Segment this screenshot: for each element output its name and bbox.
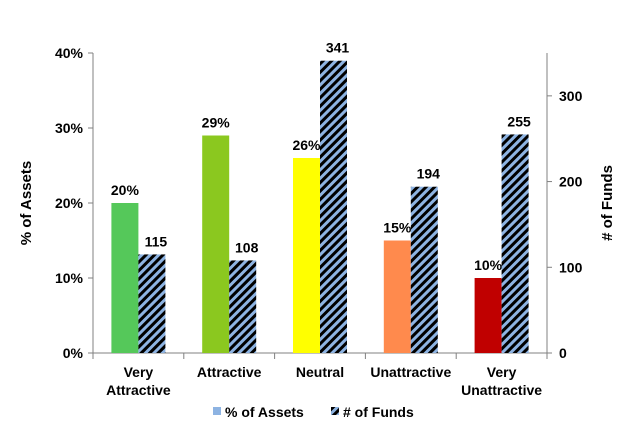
right-tick-label: 0 xyxy=(559,345,567,361)
left-tick-label: 40% xyxy=(55,45,84,61)
assets-value-label: 20% xyxy=(111,182,140,198)
right-axis-title: # of Funds xyxy=(599,165,616,241)
left-tick-label: 0% xyxy=(63,345,84,361)
assets-value-label: 10% xyxy=(474,257,503,273)
funds-value-label: 115 xyxy=(145,233,168,249)
assets-bar xyxy=(383,240,411,353)
category-label: Unattractive xyxy=(461,382,542,398)
right-tick-label: 200 xyxy=(559,174,583,190)
funds-bar xyxy=(501,134,529,353)
category-label: Attractive xyxy=(197,364,262,380)
assets-bar xyxy=(474,278,502,353)
assets-value-label: 26% xyxy=(292,137,321,153)
funds-bar xyxy=(320,60,347,353)
bars xyxy=(111,60,529,353)
category-label: Neutral xyxy=(296,364,344,380)
legend-swatch-funds xyxy=(331,407,339,415)
assets-bar xyxy=(293,158,320,353)
legend: % of Assets # of Funds xyxy=(213,404,414,420)
funds-value-label: 108 xyxy=(235,239,259,255)
left-tick-label: 10% xyxy=(55,270,84,286)
assets-value-label: 15% xyxy=(383,220,412,236)
funds-bar xyxy=(410,186,438,353)
right-tick-label: 300 xyxy=(559,88,583,104)
legend-label-assets: % of Assets xyxy=(225,404,304,420)
funds-value-label: 341 xyxy=(326,40,350,56)
legend-label-funds: # of Funds xyxy=(343,404,414,420)
funds-bar xyxy=(138,254,166,353)
funds-bar xyxy=(229,260,257,353)
category-label: Very xyxy=(124,364,154,380)
funds-value-label: 255 xyxy=(507,113,531,129)
assets-bar xyxy=(111,203,139,353)
legend-swatch-assets xyxy=(213,407,221,415)
right-tick-label: 100 xyxy=(559,259,583,275)
funds-value-label: 194 xyxy=(417,166,441,182)
category-label: Unattractive xyxy=(370,364,451,380)
left-tick-label: 20% xyxy=(55,195,84,211)
assets-bar xyxy=(202,135,230,353)
left-axis-title: % of Assets xyxy=(18,161,35,245)
assets-value-label: 29% xyxy=(202,115,231,131)
category-label: Very xyxy=(487,364,517,380)
category-label: Attractive xyxy=(106,382,171,398)
axes: 0% 10% 20% 30% 40% 0 100 200 300 % of Assets # of … xyxy=(18,45,616,398)
data-labels: 20% 115 29% 108 26% 341 15% 194 10% 255 xyxy=(111,40,531,273)
left-tick-label: 30% xyxy=(55,120,84,136)
